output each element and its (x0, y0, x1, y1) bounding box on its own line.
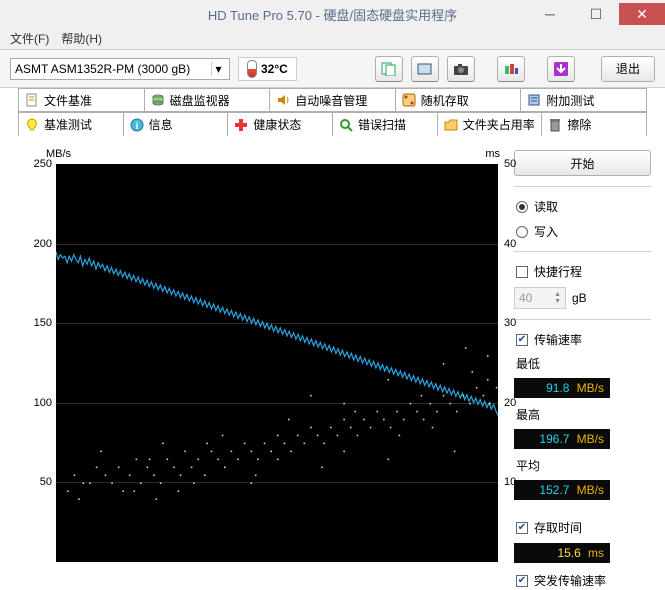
rand-icon (402, 93, 416, 107)
minimize-button[interactable]: ─ (527, 3, 573, 25)
doc-icon (25, 93, 39, 107)
ytick-left: 100 (14, 397, 52, 409)
thermometer-icon (247, 60, 257, 78)
tab-bench[interactable]: 基准测试 (18, 112, 124, 136)
extra-icon (527, 93, 541, 107)
window-title: HD Tune Pro 5.70 - 硬盘/固态硬盘实用程序 (208, 5, 457, 24)
ytick-left: 250 (14, 158, 52, 170)
copy-info-button[interactable] (375, 56, 403, 82)
exit-button[interactable]: 退出 (601, 56, 655, 82)
menubar: 文件(F) 帮助(H) (0, 28, 665, 50)
ytick-left: 200 (14, 238, 52, 250)
transfer-rate-check[interactable]: 传输速率 (514, 330, 651, 349)
sound-icon (276, 93, 290, 107)
min-value: 91.8 MB/s (514, 378, 610, 398)
svg-text:i: i (135, 121, 138, 132)
tab-info[interactable]: i信息 (123, 112, 229, 136)
write-radio[interactable]: 写入 (514, 222, 651, 241)
disk-icon (151, 93, 165, 107)
tabs-row-2: 基准测试i信息健康状态错误扫描文件夹占用率擦除 (0, 112, 665, 136)
drive-select-value: ASMT ASM1352R-PM (3000 gB) (15, 62, 190, 76)
bench-icon (25, 118, 39, 132)
short-stroke-check[interactable]: 快捷行程 (514, 262, 651, 281)
close-button[interactable]: ✕ (619, 3, 665, 25)
chevron-down-icon: ▾ (211, 62, 225, 76)
radio-on-icon (516, 201, 528, 213)
tab-folder[interactable]: 文件夹占用率 (437, 112, 543, 136)
radio-off-icon (516, 226, 528, 238)
health-icon (234, 118, 248, 132)
access-time-check[interactable]: 存取时间 (514, 518, 651, 537)
menu-help[interactable]: 帮助(H) (61, 30, 102, 47)
checkbox-on-icon (516, 334, 528, 346)
save-button[interactable] (547, 56, 575, 82)
tab-doc[interactable]: 文件基准 (18, 88, 145, 112)
checkbox-on-icon (516, 575, 528, 587)
avg-label: 平均 (514, 457, 651, 474)
toolbar: ASMT ASM1352R-PM (3000 gB) ▾ 32°C 退出 (0, 50, 665, 88)
ytick-right: 20 (504, 397, 524, 409)
erase-icon (548, 118, 562, 132)
maximize-button[interactable]: ☐ (573, 3, 619, 25)
ytick-left: 150 (14, 317, 52, 329)
burst-rate-check[interactable]: 突发传输速率 (514, 571, 651, 590)
short-stroke-value: 40▲▼ (514, 287, 566, 309)
checkbox-off-icon (516, 266, 528, 278)
tab-extra[interactable]: 附加测试 (520, 88, 647, 112)
ytick-right: 10 (504, 476, 524, 488)
side-panel: 开始 读取 写入 快捷行程 40▲▼ gB 传输速率 最低 91.8 MB/s … (514, 146, 651, 590)
short-stroke-unit: gB (572, 291, 587, 305)
chart-plot (56, 164, 498, 562)
screenshot-button[interactable] (447, 56, 475, 82)
max-value: 196.7 MB/s (514, 429, 610, 449)
temperature-display: 32°C (238, 57, 297, 81)
tab-sound[interactable]: 自动噪音管理 (269, 88, 396, 112)
menu-file[interactable]: 文件(F) (10, 30, 49, 47)
max-label: 最高 (514, 406, 651, 423)
temperature-value: 32°C (261, 62, 288, 76)
copy-screenshot-button[interactable] (411, 56, 439, 82)
tab-rand[interactable]: 随机存取 (395, 88, 522, 112)
start-button[interactable]: 开始 (514, 150, 651, 176)
chart-area: MB/s ms 501001502002501020304050 (14, 146, 502, 590)
folder-icon (444, 118, 458, 132)
min-label: 最低 (514, 355, 651, 372)
y-axis-right-unit: ms (485, 148, 500, 160)
read-radio[interactable]: 读取 (514, 197, 651, 216)
options-button[interactable] (497, 56, 525, 82)
ytick-right: 40 (504, 238, 524, 250)
tab-disk[interactable]: 磁盘监视器 (144, 88, 271, 112)
checkbox-on-icon (516, 522, 528, 534)
tab-scan[interactable]: 错误扫描 (332, 112, 438, 136)
info-icon: i (130, 118, 144, 132)
ytick-right: 50 (504, 158, 524, 170)
drive-select[interactable]: ASMT ASM1352R-PM (3000 gB) ▾ (10, 58, 230, 80)
access-time-value: 15.6 ms (514, 543, 610, 563)
tab-health[interactable]: 健康状态 (227, 112, 333, 136)
avg-value: 152.7 MB/s (514, 480, 610, 500)
titlebar: HD Tune Pro 5.70 - 硬盘/固态硬盘实用程序 ─ ☐ ✕ (0, 0, 665, 28)
ytick-right: 30 (504, 317, 524, 329)
ytick-left: 50 (14, 476, 52, 488)
scan-icon (339, 118, 353, 132)
tabs-row-1: 文件基准磁盘监视器自动噪音管理随机存取附加测试 (0, 88, 665, 112)
tab-erase[interactable]: 擦除 (541, 112, 647, 136)
